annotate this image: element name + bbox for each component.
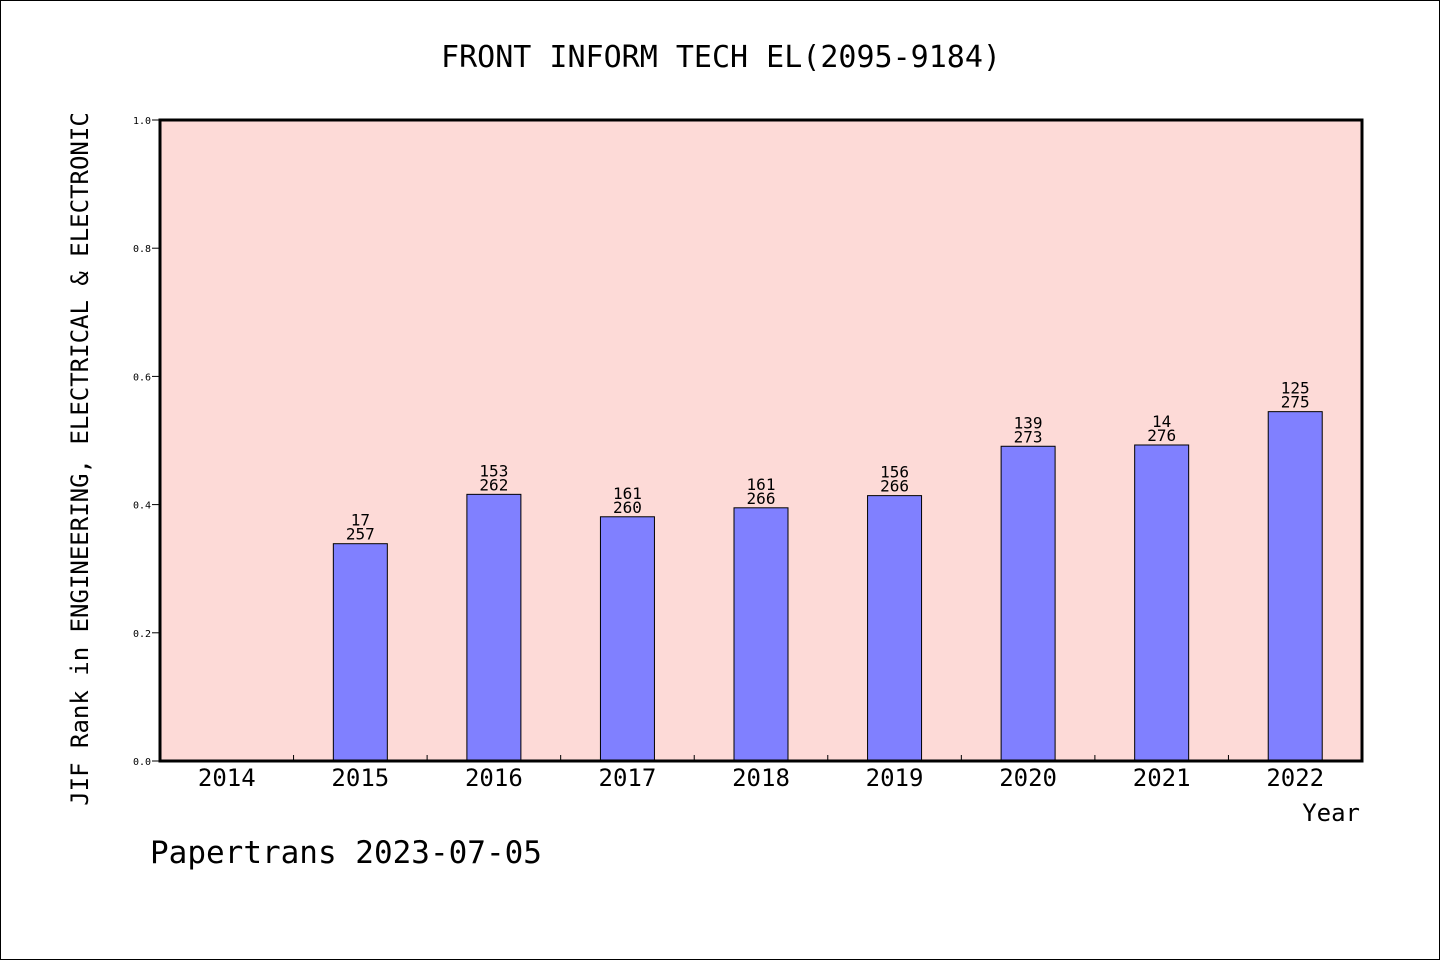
bar-2016 xyxy=(466,493,522,762)
bars-layer xyxy=(332,411,1323,762)
footer-credit: Papertrans 2023-07-05 xyxy=(150,835,542,871)
bar-2018 xyxy=(733,507,789,762)
bar-2019 xyxy=(867,495,923,762)
bar-data-label: 153 xyxy=(479,461,508,480)
bar-2021 xyxy=(1134,444,1190,762)
x-tick-label: 2015 xyxy=(331,764,389,792)
bar-data-label: 257 xyxy=(346,525,375,544)
y-tick-label: 0.2 xyxy=(133,629,151,640)
bar-data-label: 260 xyxy=(613,498,642,517)
bar-data-label: 14 xyxy=(1152,412,1171,431)
bar-data-label: 161 xyxy=(613,484,642,503)
x-tick-label: 2016 xyxy=(465,764,523,792)
y-tick-label: 0.0 xyxy=(133,757,151,768)
bar-data-label: 266 xyxy=(747,489,776,508)
bar-data-label: 273 xyxy=(1014,427,1043,446)
bar-data-label: 139 xyxy=(1014,413,1043,432)
x-tick-label: 2019 xyxy=(866,764,924,792)
x-tick-label: 2017 xyxy=(599,764,657,792)
bar-2020 xyxy=(1000,445,1056,762)
y-axis-ticks: 0.0 0.2 0.4 0.6 0.8 1.0 xyxy=(133,116,160,768)
y-tick-label: 0.6 xyxy=(133,372,151,383)
bar-2022 xyxy=(1267,411,1323,762)
y-tick-label: 1.0 xyxy=(133,116,151,127)
bar-data-label: 275 xyxy=(1281,393,1310,412)
x-axis-ticks: 2014 2015 2016 2017 2018 2019 2020 2021 2022 xyxy=(198,755,1324,792)
x-tick-label: 2014 xyxy=(198,764,256,792)
x-tick-label: 2021 xyxy=(1133,764,1191,792)
bar-data-label: 262 xyxy=(479,475,508,494)
bar-data-label: 125 xyxy=(1281,379,1310,398)
chart-title: FRONT INFORM TECH EL(2095-9184) xyxy=(441,40,1001,75)
bar-data-label: 276 xyxy=(1147,426,1176,445)
bar-data-label: 156 xyxy=(880,463,909,482)
plot-frame xyxy=(158,118,1364,763)
x-tick-label: 2018 xyxy=(732,764,790,792)
bar-data-label: 17 xyxy=(351,511,370,530)
y-tick-label: 0.8 xyxy=(133,244,151,255)
x-axis-label: Year xyxy=(1302,799,1360,827)
bar-data-label: 161 xyxy=(747,475,776,494)
bar-2015 xyxy=(332,543,388,762)
bar-2017 xyxy=(599,516,655,762)
y-axis-label: JIF Rank in ENGINEERING, ELECTRICAL & EL… xyxy=(66,112,94,806)
x-tick-label: 2020 xyxy=(999,764,1057,792)
x-tick-label: 2022 xyxy=(1266,764,1324,792)
y-tick-label: 0.4 xyxy=(133,501,151,512)
bar-data-label: 266 xyxy=(880,477,909,496)
